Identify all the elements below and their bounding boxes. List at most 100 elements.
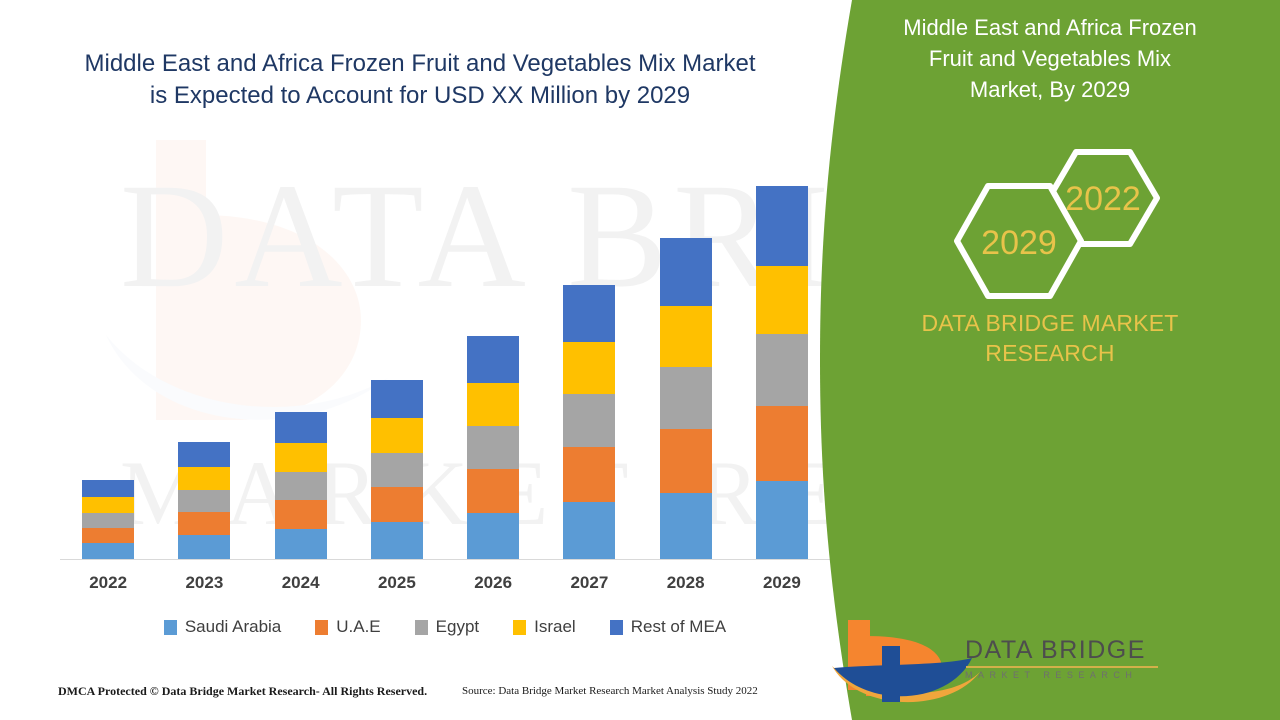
bar-segment bbox=[370, 453, 423, 487]
legend-label: Rest of MEA bbox=[630, 617, 727, 636]
bar-segment bbox=[274, 472, 327, 500]
brand-name-line-2: RESEARCH bbox=[985, 340, 1115, 367]
green-panel-background bbox=[820, 0, 1280, 720]
x-axis-label-2024: 2024 bbox=[281, 573, 320, 592]
bar-segment bbox=[178, 490, 231, 512]
bar-segment bbox=[467, 426, 520, 469]
bar-segment bbox=[82, 543, 135, 559]
x-axis-line bbox=[60, 559, 830, 560]
bar-segment bbox=[755, 334, 808, 406]
bar-segment bbox=[659, 429, 712, 493]
legend-item-rest-of-mea[interactable]: Rest of MEA bbox=[609, 617, 727, 637]
bar-stack-2022 bbox=[82, 480, 135, 559]
bar-segment bbox=[467, 469, 520, 513]
x-axis-label-2022: 2022 bbox=[89, 573, 128, 592]
legend-swatch-icon bbox=[163, 619, 177, 635]
legend-swatch-icon bbox=[414, 619, 428, 635]
footer: DMCA Protected © Data Bridge Market Rese… bbox=[0, 680, 900, 710]
green-title-line-2: Fruit and Vegetables Mix bbox=[928, 46, 1172, 72]
bar-segment bbox=[755, 481, 808, 559]
bar-segment bbox=[755, 266, 808, 334]
chart-panel: Middle East and Africa Frozen Fruit and … bbox=[0, 48, 900, 710]
bar-segment bbox=[274, 529, 327, 559]
x-axis-labels: 2022 2023 2024 2025 2026 2027 2028 2029 bbox=[60, 568, 830, 598]
legend-label: Israel bbox=[534, 617, 576, 636]
bar-stack-2023 bbox=[178, 442, 231, 559]
bar-segment bbox=[178, 535, 231, 559]
bar-segment bbox=[178, 512, 231, 535]
bar-stack-2024 bbox=[274, 412, 327, 559]
legend-item-u-a-e[interactable]: U.A.E bbox=[315, 617, 381, 637]
x-axis-label-2025: 2025 bbox=[377, 573, 416, 592]
bar-segment bbox=[659, 306, 712, 367]
bar-segment bbox=[370, 418, 423, 453]
bar-segment bbox=[659, 367, 712, 429]
bar-segment bbox=[178, 442, 231, 467]
green-title-line-3: Market, By 2029 bbox=[969, 77, 1131, 103]
bars-row bbox=[60, 160, 830, 559]
bar-segment bbox=[82, 528, 135, 543]
bar-segment bbox=[563, 394, 616, 447]
logo-subtitle: MARKET RESEARCH bbox=[965, 670, 1138, 680]
bar-stack-2028 bbox=[659, 238, 712, 559]
bar-segment bbox=[274, 412, 327, 443]
brand-name: DATA BRIDGE MARKET RESEARCH bbox=[860, 308, 1240, 369]
legend-item-israel[interactable]: Israel bbox=[513, 617, 576, 637]
logo-divider bbox=[966, 666, 1158, 668]
logo-title: DATA BRIDGE bbox=[965, 636, 1146, 664]
legend-label: Saudi Arabia bbox=[184, 617, 282, 636]
chart-legend: Saudi Arabia U.A.E Egypt Israel Rest of MEA bbox=[60, 612, 830, 642]
bar-segment bbox=[370, 380, 423, 418]
bar-segment bbox=[274, 500, 327, 529]
page-title-line-1: Middle East and Africa Frozen Fruit and … bbox=[84, 50, 756, 77]
plot-area bbox=[60, 160, 830, 560]
bar-segment bbox=[82, 513, 135, 528]
bar-segment bbox=[467, 513, 520, 559]
bar-segment bbox=[755, 186, 808, 266]
legend-item-egypt[interactable]: Egypt bbox=[414, 617, 480, 637]
x-axis-label-2023: 2023 bbox=[185, 573, 224, 592]
legend-swatch-icon bbox=[513, 619, 527, 635]
green-title-line-1: Middle East and Africa Frozen bbox=[903, 15, 1197, 40]
hexagon-2029-label: 2029 bbox=[981, 224, 1057, 262]
brand-name-line-1: DATA BRIDGE MARKET bbox=[921, 310, 1179, 336]
bar-segment bbox=[467, 336, 520, 383]
bar-segment bbox=[178, 467, 231, 490]
hexagon-badges: 2022 2029 bbox=[954, 149, 1160, 299]
legend-item-saudi-arabia[interactable]: Saudi Arabia bbox=[163, 617, 282, 637]
legend-swatch-icon bbox=[315, 619, 329, 635]
bar-segment bbox=[755, 406, 808, 481]
page-title: Middle East and Africa Frozen Fruit and … bbox=[40, 48, 800, 113]
hexagon-2022-label: 2022 bbox=[1065, 180, 1141, 218]
bar-segment bbox=[370, 487, 423, 522]
green-panel: Middle East and Africa Frozen Fruit and … bbox=[820, 0, 1280, 720]
x-axis-label-2028: 2028 bbox=[666, 573, 705, 592]
bar-segment bbox=[563, 285, 616, 342]
bar-stack-2029 bbox=[755, 186, 808, 559]
legend-label: U.A.E bbox=[336, 617, 381, 636]
bar-stack-2026 bbox=[467, 336, 520, 559]
bar-segment bbox=[659, 238, 712, 306]
x-axis-label-2029: 2029 bbox=[762, 573, 801, 592]
hexagon-2029: 2029 bbox=[954, 183, 1084, 299]
bar-segment bbox=[563, 342, 616, 394]
bar-segment bbox=[82, 497, 135, 513]
bar-segment bbox=[274, 443, 327, 472]
x-axis-label-2027: 2027 bbox=[570, 573, 609, 592]
green-panel-title: Middle East and Africa Frozen Fruit and … bbox=[850, 12, 1250, 106]
bar-stack-2025 bbox=[370, 380, 423, 559]
data-bridge-logo-icon bbox=[832, 620, 980, 703]
bar-segment bbox=[563, 447, 616, 502]
source-note: Source: Data Bridge Market Research Mark… bbox=[462, 685, 758, 697]
legend-label: Egypt bbox=[435, 617, 480, 636]
legend-swatch-icon bbox=[609, 619, 623, 635]
data-bridge-wordmark: DATA BRIDGE MARKET RESEARCH bbox=[965, 636, 1225, 680]
page-title-line-2: is Expected to Account for USD XX Millio… bbox=[149, 82, 691, 110]
bar-segment bbox=[563, 502, 616, 559]
bar-segment bbox=[370, 522, 423, 559]
bar-segment bbox=[82, 480, 135, 497]
x-axis-label-2026: 2026 bbox=[474, 573, 513, 592]
bar-segment bbox=[467, 383, 520, 426]
dmca-notice: DMCA Protected © Data Bridge Market Rese… bbox=[58, 684, 428, 698]
bar-segment bbox=[659, 493, 712, 559]
